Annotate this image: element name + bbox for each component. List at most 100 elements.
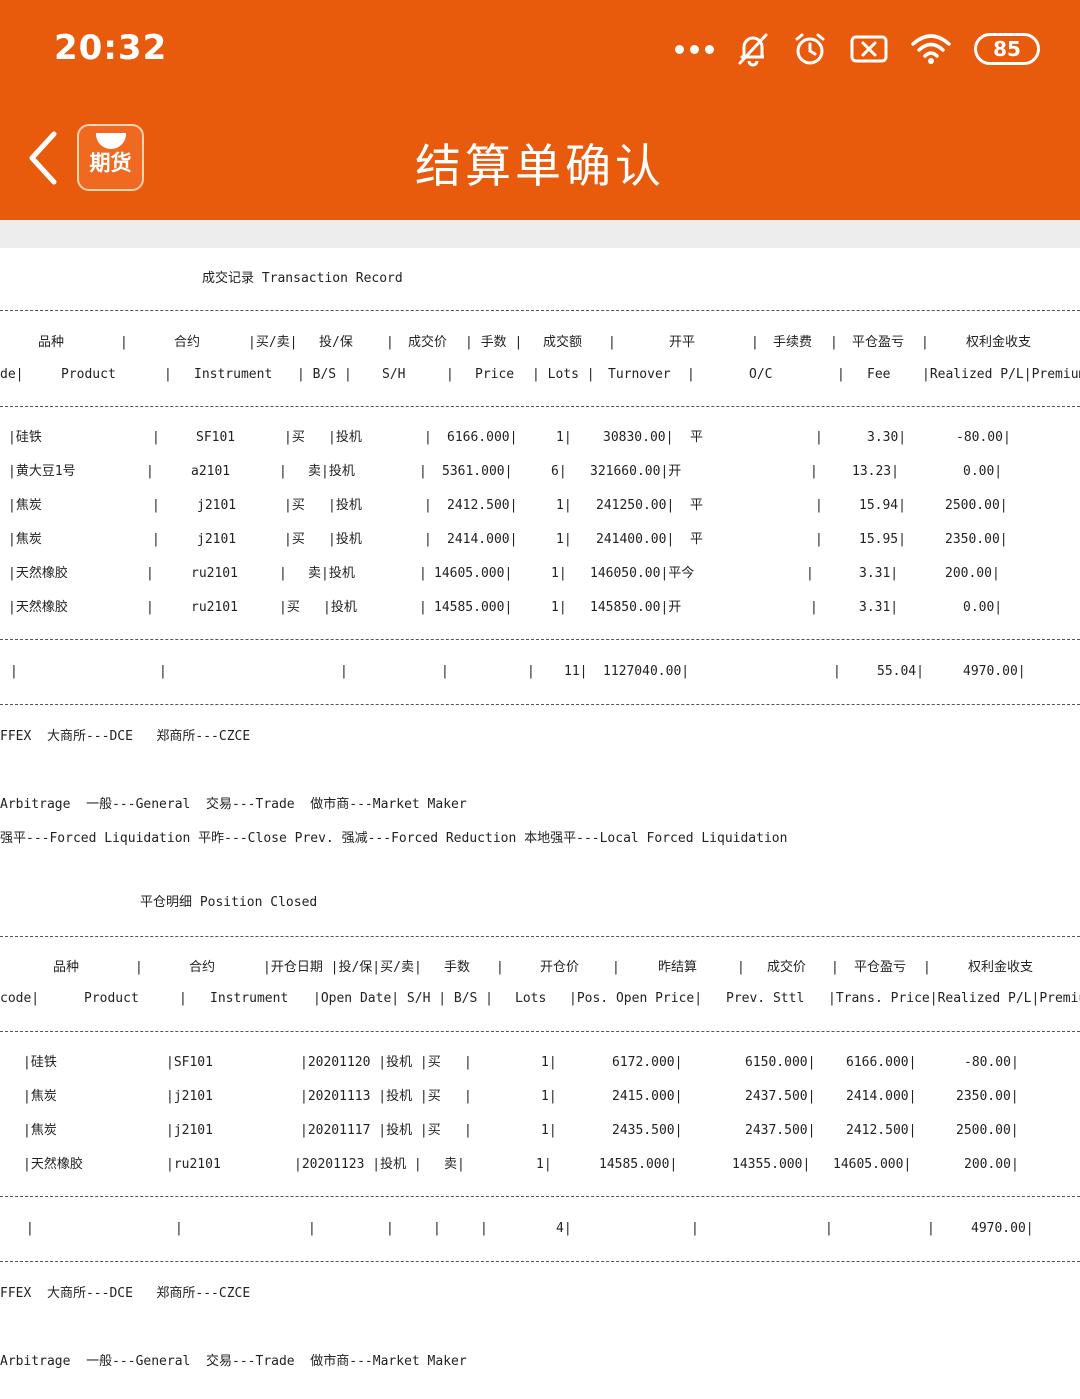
- table-cell: |20201120 |投机 |买: [300, 1055, 441, 1070]
- table-cell: 2437.500|: [745, 1123, 816, 1138]
- table-cell: |: [152, 430, 160, 445]
- divider: [0, 1031, 1080, 1032]
- table-cell: 15.94|: [859, 498, 906, 513]
- page-title: 结算单确认: [415, 139, 665, 193]
- header-cell: 昨结算: [658, 960, 698, 975]
- table-cell: 14585.000|: [434, 600, 513, 615]
- header-cell: S/H: [382, 367, 406, 382]
- table-cell: |买: [279, 600, 300, 615]
- table-cell: |: [152, 532, 160, 547]
- divider: [0, 1261, 1080, 1262]
- table-cell: |: [464, 1089, 472, 1104]
- wifi-icon: [911, 34, 951, 64]
- total-cell: |: [691, 1221, 699, 1236]
- header-cell: |: [737, 960, 745, 975]
- table-cell: |硅铁: [23, 1055, 57, 1070]
- table-cell: -80.00|: [964, 1055, 1019, 1070]
- table-cell: |: [419, 566, 427, 581]
- table-cell: 321660.00|开: [590, 464, 682, 479]
- settlement-statement[interactable]: 成交记录 Transaction Record 品种 | 合约 |买/卖| 投/保 | 成交…: [0, 248, 1080, 1399]
- table-cell: |: [806, 566, 814, 581]
- table-cell: |: [464, 1123, 472, 1138]
- legend-exchange-2: FFEX 大商所---DCE 郑商所---CZCE: [0, 1286, 251, 1301]
- table-cell: |: [152, 498, 160, 513]
- header-cell: |Trans. Price|Realized P/L|Premium: [828, 991, 1080, 1006]
- table-cell: -80.00|: [956, 430, 1011, 445]
- legend-hedge-2: Arbitrage 一般---General 交易---Trade 做市商---…: [0, 1354, 467, 1369]
- header-cell: 成交价: [767, 960, 807, 975]
- header-cell: |: [830, 335, 838, 350]
- table-cell: 200.00|: [964, 1157, 1019, 1172]
- divider: [0, 310, 1080, 311]
- header-cell: 权利金收支: [968, 960, 1034, 975]
- table-cell: |投机: [328, 498, 362, 513]
- header-cell: |: [923, 960, 931, 975]
- table-cell: |: [146, 600, 154, 615]
- header-cell: |开仓日期 |投/保|买/卖|: [263, 960, 422, 975]
- header-cell: |Open Date| S/H | B/S |: [313, 991, 494, 1006]
- table-cell: 2412.500|: [846, 1123, 917, 1138]
- table-cell: |20201123 |投机 |: [294, 1157, 422, 1172]
- table-cell: |ru2101: [166, 1157, 221, 1172]
- logo-text: 期货: [89, 151, 132, 175]
- divider: [0, 1196, 1080, 1197]
- battery-level: 85: [993, 37, 1021, 61]
- table-cell: 241400.00|: [596, 532, 675, 547]
- table-cell: 241250.00|: [596, 498, 675, 513]
- table-cell: |黄大豆1号: [8, 464, 76, 479]
- position-closed-title: 平仓明细 Position Closed: [140, 895, 318, 910]
- table-cell: 1|: [541, 1055, 557, 1070]
- header-cell: 平仓盈亏: [854, 960, 907, 975]
- header-cell: |: [687, 367, 695, 382]
- header-cell: 合约: [189, 960, 216, 975]
- header-cell: 品种: [38, 335, 65, 350]
- table-cell: |天然橡胶: [8, 566, 68, 581]
- table-cell: 卖|投机: [308, 464, 355, 479]
- table-cell: 1|: [541, 1089, 557, 1104]
- total-cell: |: [159, 664, 167, 679]
- app-header: 20:32 85 期货 结算单确认: [0, 0, 1080, 220]
- total-cell: |: [308, 1221, 316, 1236]
- table-cell: a2101: [191, 464, 231, 479]
- header-cell: |: [921, 335, 929, 350]
- table-cell: |焦炭: [8, 532, 42, 547]
- table-cell: j2101: [197, 498, 237, 513]
- table-cell: 5361.000|: [442, 464, 513, 479]
- table-cell: 145850.00|开: [590, 600, 682, 615]
- table-cell: 14605.000|: [833, 1157, 912, 1172]
- total-cell: 4970.00|: [963, 664, 1026, 679]
- divider: [0, 704, 1080, 705]
- table-cell: 2415.000|: [612, 1089, 683, 1104]
- chevron-left-icon[interactable]: [22, 128, 66, 188]
- total-cell: 4|: [556, 1221, 572, 1236]
- header-cell: de|: [0, 367, 24, 382]
- table-cell: 2437.500|: [745, 1089, 816, 1104]
- table-cell: 6150.000|: [745, 1055, 816, 1070]
- total-cell: 4970.00|: [971, 1221, 1034, 1236]
- header-cell: |: [751, 335, 759, 350]
- table-cell: j2101: [197, 532, 237, 547]
- table-cell: 平: [690, 498, 704, 513]
- status-time: 20:32: [54, 28, 168, 68]
- header-cell: |Pos. Open Price|: [569, 991, 703, 1006]
- app-logo: 期货: [77, 124, 144, 191]
- header-cell: Instrument: [210, 991, 289, 1006]
- table-cell: 0.00|: [963, 600, 1003, 615]
- table-cell: |天然橡胶: [23, 1157, 83, 1172]
- table-cell: |: [279, 566, 287, 581]
- header-cell: |: [837, 367, 845, 382]
- table-cell: |投机: [328, 430, 362, 445]
- table-cell: 平: [690, 532, 704, 547]
- total-cell: |: [833, 664, 841, 679]
- header-cell: 投/保: [319, 335, 353, 350]
- table-cell: 2414.000|: [846, 1089, 917, 1104]
- more-dots-icon: [675, 44, 714, 54]
- total-cell: |: [527, 664, 535, 679]
- header-cell: 手续费: [773, 335, 813, 350]
- header-cell: Turnover: [608, 367, 671, 382]
- header-cell: |买/卖|: [248, 335, 298, 350]
- table-cell: SF101: [196, 430, 236, 445]
- table-cell: 2500.00|: [945, 498, 1008, 513]
- battery-icon: 85: [974, 33, 1040, 65]
- total-cell: |: [433, 1221, 441, 1236]
